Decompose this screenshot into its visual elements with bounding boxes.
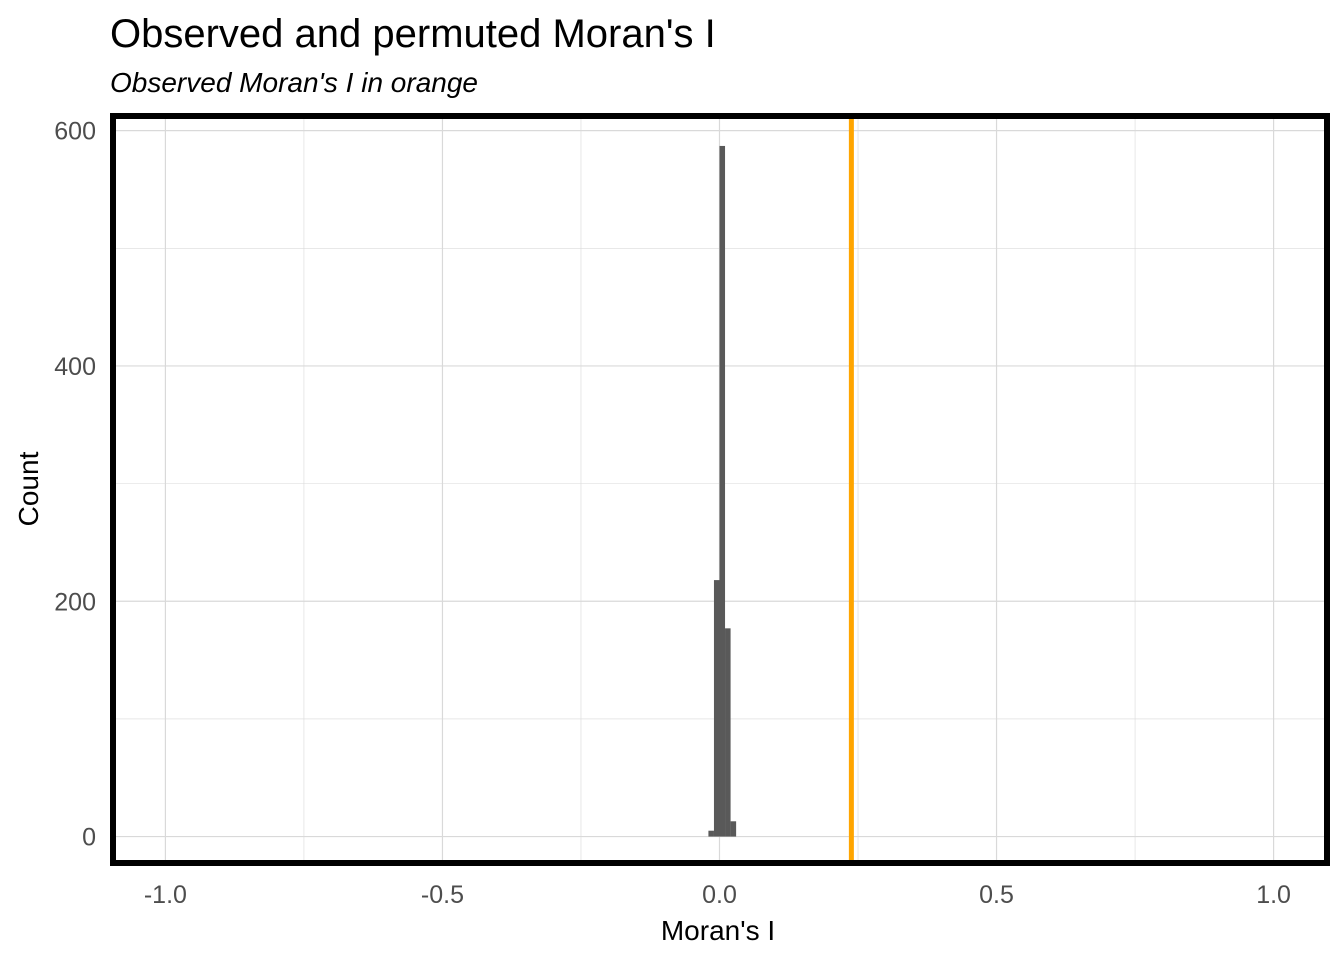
- x-tick-label: 0.5: [979, 881, 1014, 909]
- histogram-bar: [730, 821, 737, 837]
- histogram-bar: [719, 145, 726, 837]
- histogram-bar: [725, 628, 731, 837]
- chart-title: Observed and permuted Moran's I: [110, 12, 716, 56]
- histogram-bars: [708, 145, 737, 837]
- chart-subtitle: Observed Moran's I in orange: [110, 67, 478, 98]
- y-tick-label: 600: [54, 118, 96, 146]
- x-tick-label: -1.0: [144, 881, 187, 909]
- x-axis-title: Moran's I: [661, 915, 775, 946]
- y-axis-ticks: 0 200 400 600: [54, 118, 96, 852]
- y-tick-label: 0: [82, 824, 96, 852]
- plot-panel-border: [110, 113, 1330, 866]
- y-axis-title: Count: [13, 451, 44, 526]
- x-tick-label: 1.0: [1256, 881, 1291, 909]
- x-tick-label: -0.5: [421, 881, 464, 909]
- histogram-bar: [708, 830, 714, 837]
- x-tick-label: 0.0: [702, 881, 737, 909]
- x-axis-ticks: -1.0 -0.5 0.0 0.5 1.0: [144, 881, 1291, 909]
- histogram-bar: [713, 580, 720, 837]
- y-tick-label: 400: [54, 353, 96, 381]
- y-tick-label: 200: [54, 588, 96, 616]
